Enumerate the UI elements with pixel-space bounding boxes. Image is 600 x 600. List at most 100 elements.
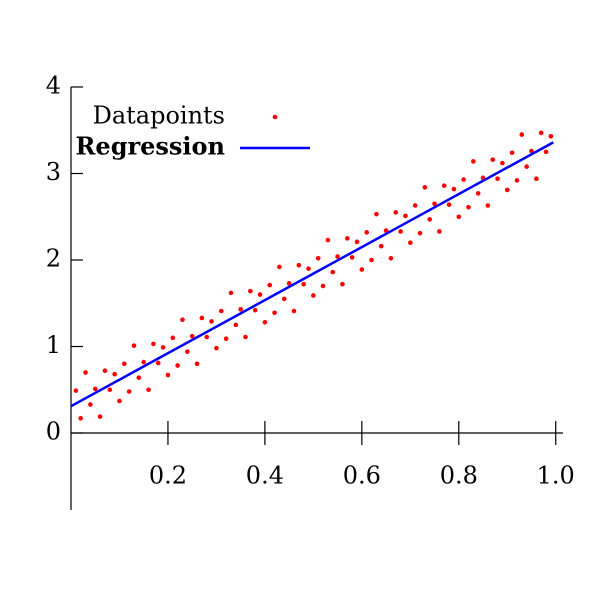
data-point bbox=[267, 282, 273, 288]
data-point bbox=[340, 281, 345, 287]
data-point bbox=[83, 370, 88, 375]
data-point bbox=[437, 229, 442, 234]
data-point bbox=[262, 319, 268, 325]
data-point bbox=[117, 398, 122, 404]
legend-label: Datapoints bbox=[93, 102, 225, 130]
data-point bbox=[296, 262, 302, 268]
data-point bbox=[422, 185, 428, 190]
data-point bbox=[277, 264, 282, 270]
data-point bbox=[160, 345, 166, 350]
data-point bbox=[364, 230, 369, 235]
y-tick-label: 1 bbox=[46, 331, 61, 359]
data-point bbox=[97, 414, 103, 419]
data-point bbox=[131, 343, 137, 348]
data-point bbox=[122, 361, 127, 367]
data-point bbox=[514, 178, 520, 183]
data-point bbox=[73, 388, 79, 393]
data-point bbox=[471, 159, 476, 164]
data-point bbox=[475, 191, 481, 196]
data-point bbox=[252, 307, 258, 313]
data-point bbox=[151, 341, 156, 347]
data-point bbox=[403, 213, 408, 219]
data-point bbox=[141, 359, 147, 365]
data-point bbox=[311, 293, 316, 298]
data-point bbox=[538, 130, 544, 136]
data-point bbox=[214, 345, 219, 351]
legend-marker bbox=[272, 114, 278, 120]
data-point bbox=[325, 237, 331, 243]
data-point bbox=[194, 361, 200, 367]
data-point bbox=[146, 387, 151, 393]
data-point bbox=[456, 214, 462, 220]
y-tick-label: 2 bbox=[46, 245, 61, 273]
y-tick-label: 0 bbox=[46, 418, 61, 446]
data-point bbox=[286, 281, 292, 286]
data-point bbox=[102, 368, 108, 374]
x-tick-label: 0.6 bbox=[343, 462, 381, 490]
data-point bbox=[432, 201, 437, 207]
data-point bbox=[165, 372, 171, 378]
data-point bbox=[446, 202, 452, 207]
data-point bbox=[427, 217, 432, 222]
data-point bbox=[349, 255, 355, 260]
data-point bbox=[548, 134, 554, 139]
data-point bbox=[408, 240, 413, 246]
x-tick-label: 0.8 bbox=[440, 462, 478, 490]
data-point bbox=[378, 243, 384, 249]
data-point bbox=[451, 186, 457, 192]
data-point bbox=[126, 389, 132, 394]
data-point bbox=[238, 307, 243, 312]
data-point bbox=[461, 177, 466, 182]
data-point bbox=[543, 149, 549, 155]
data-point bbox=[417, 230, 423, 236]
data-point bbox=[374, 211, 379, 217]
data-point bbox=[524, 164, 529, 169]
data-point bbox=[180, 317, 185, 322]
y-tick-label: 3 bbox=[46, 158, 61, 186]
data-point bbox=[495, 176, 500, 181]
data-point bbox=[228, 290, 234, 296]
data-point bbox=[344, 236, 350, 241]
data-point bbox=[315, 255, 321, 261]
data-point bbox=[466, 204, 471, 210]
data-point bbox=[320, 283, 326, 289]
data-point bbox=[291, 308, 297, 314]
data-point bbox=[519, 132, 525, 137]
data-point bbox=[272, 310, 277, 316]
data-point bbox=[335, 254, 340, 259]
data-point bbox=[248, 288, 253, 294]
data-point bbox=[170, 335, 176, 341]
data-point bbox=[209, 319, 214, 324]
data-point bbox=[485, 203, 491, 208]
data-point bbox=[369, 257, 374, 263]
data-point bbox=[189, 333, 195, 339]
regression-line bbox=[70, 141, 554, 408]
data-point bbox=[88, 402, 93, 407]
x-tick-label: 0.2 bbox=[149, 462, 187, 490]
data-point bbox=[218, 308, 224, 314]
data-point bbox=[441, 183, 447, 188]
data-point bbox=[136, 375, 142, 380]
data-point bbox=[107, 387, 113, 393]
data-point bbox=[78, 416, 83, 421]
data-point bbox=[388, 255, 394, 261]
data-point bbox=[306, 266, 311, 271]
data-point bbox=[204, 334, 210, 340]
data-point bbox=[112, 371, 117, 377]
data-point bbox=[185, 349, 190, 354]
data-point bbox=[92, 386, 98, 392]
data-point bbox=[359, 267, 365, 272]
data-point bbox=[383, 228, 389, 233]
data-point bbox=[509, 150, 515, 156]
data-point bbox=[243, 334, 248, 340]
data-point bbox=[301, 281, 306, 287]
data-point bbox=[155, 360, 161, 366]
data-point bbox=[529, 148, 534, 154]
data-point bbox=[330, 269, 336, 275]
data-point bbox=[490, 157, 496, 162]
data-point bbox=[223, 336, 229, 342]
data-point bbox=[281, 296, 287, 302]
data-point bbox=[175, 363, 180, 368]
